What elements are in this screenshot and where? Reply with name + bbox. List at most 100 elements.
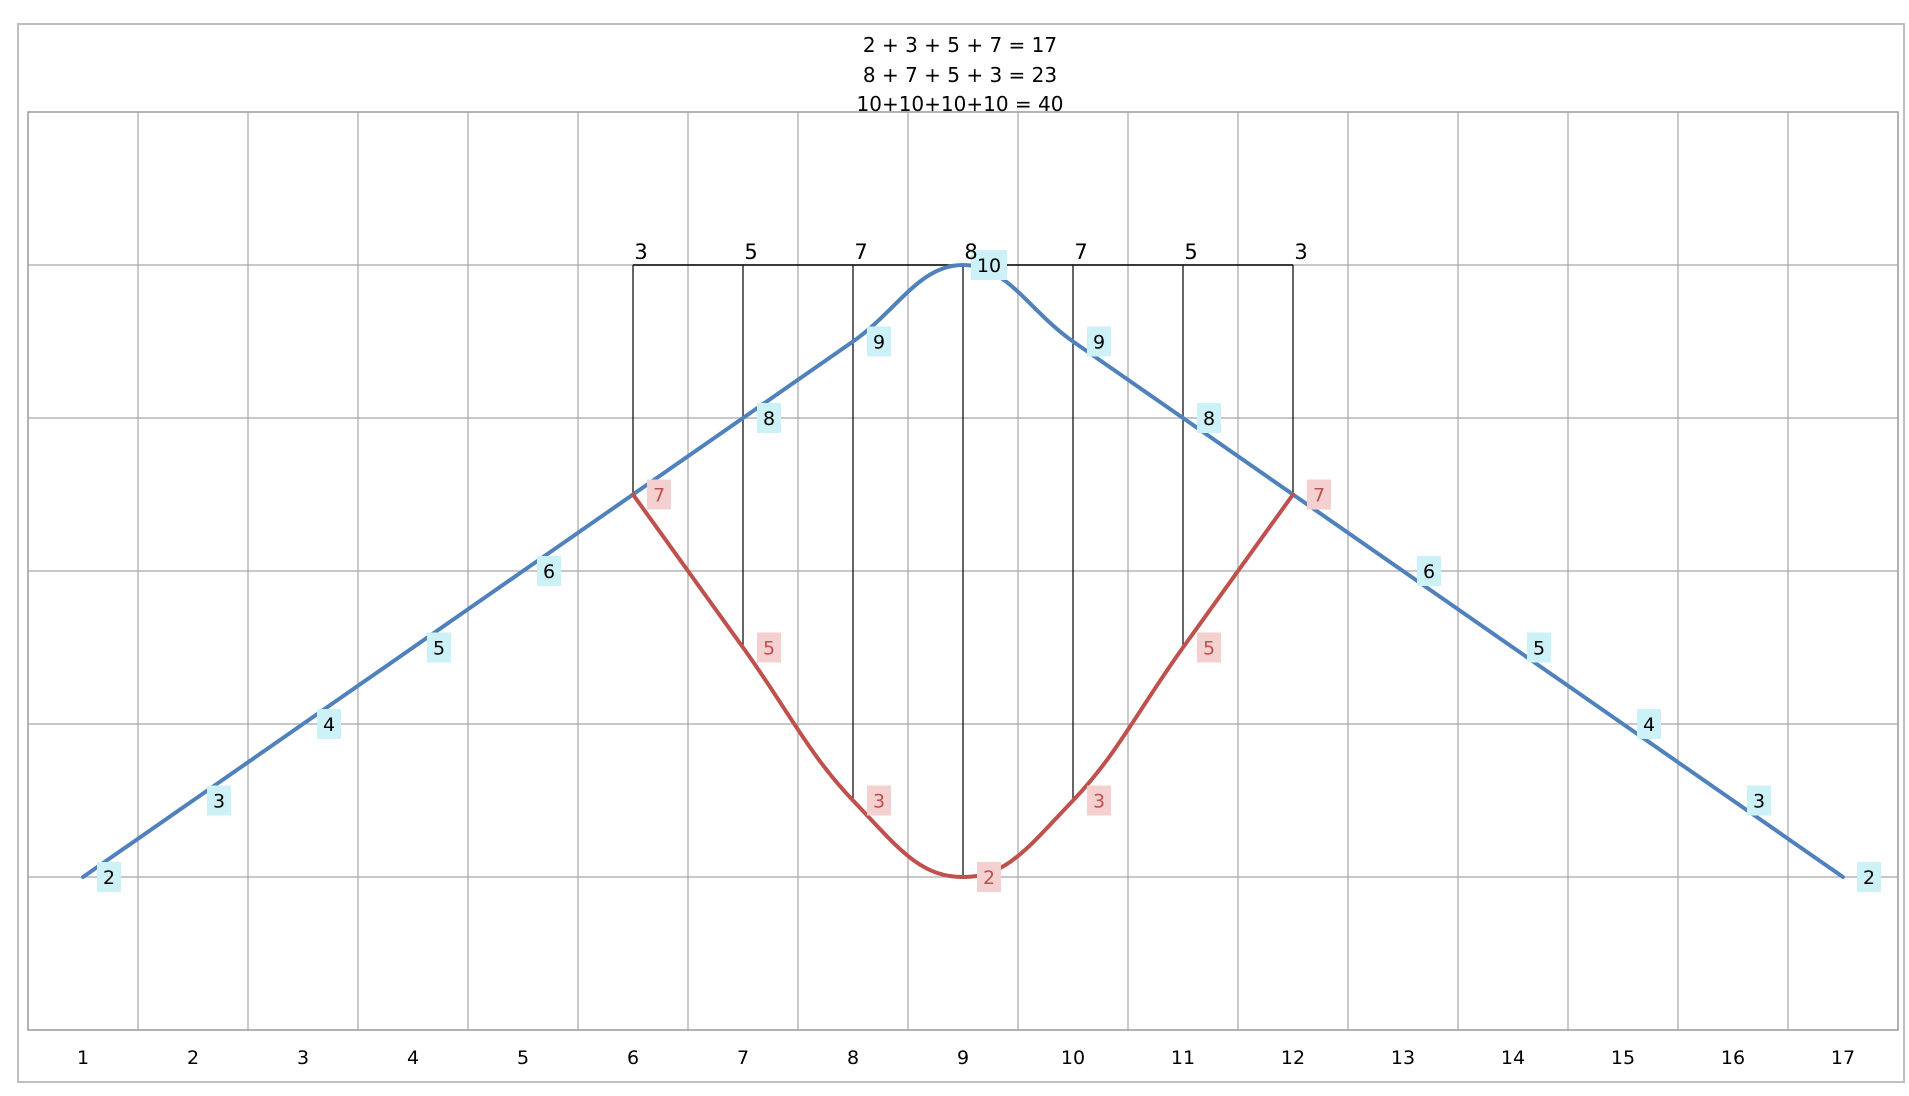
- data-label-bg: [1087, 785, 1111, 816]
- chart-title: 2 + 3 + 5 + 7 = 17 8 + 7 + 5 + 3 = 23 10…: [857, 33, 1064, 116]
- data-label-text: 8: [763, 408, 775, 430]
- data-label-text: 3: [873, 791, 885, 813]
- data-label-text: 9: [1093, 332, 1105, 354]
- data-label: 9: [867, 326, 891, 357]
- x-tick-label: 12: [1281, 1047, 1305, 1069]
- data-label-bg: [1747, 785, 1771, 816]
- data-label-bg: [757, 632, 781, 663]
- data-label-text: 8: [1203, 408, 1215, 430]
- data-label: 5: [757, 632, 781, 663]
- data-label-bg: [977, 862, 1001, 892]
- top-bar-label: 7: [854, 240, 867, 264]
- data-label-bg: [1637, 709, 1661, 739]
- x-axis-ticks: 1 2 3 4 5 6 7 8 9 10 11 12 13 14 15 16 17: [77, 1047, 1855, 1069]
- data-label-bg: [647, 479, 671, 510]
- x-tick-label: 6: [627, 1047, 639, 1069]
- data-label-text: 2: [983, 867, 995, 889]
- data-label-text: 7: [1313, 485, 1325, 507]
- data-label-text: 3: [1753, 791, 1765, 813]
- data-label-bg: [757, 403, 781, 433]
- data-label-text: 5: [433, 638, 445, 660]
- data-label-bg: [1527, 632, 1551, 663]
- data-label: 5: [427, 632, 451, 663]
- data-label-text: 2: [1863, 867, 1875, 889]
- data-label-bg: [1417, 556, 1441, 586]
- x-tick-label: 8: [847, 1047, 859, 1069]
- data-label-text: 3: [1093, 791, 1105, 813]
- top-bar-droplines: [632, 264, 1294, 877]
- title-line-1: 2 + 3 + 5 + 7 = 17: [863, 33, 1057, 57]
- data-label-text: 10: [977, 255, 1001, 277]
- data-label-text: 7: [653, 485, 665, 507]
- data-label: 3: [1747, 785, 1771, 816]
- data-label: 2: [977, 862, 1001, 892]
- data-label: 7: [1307, 479, 1331, 510]
- x-tick-label: 9: [957, 1047, 969, 1069]
- data-label-text: 5: [1533, 638, 1545, 660]
- x-tick-label: 16: [1721, 1047, 1745, 1069]
- series-line-1: [81, 263, 1845, 879]
- data-label-text: 2: [103, 867, 115, 889]
- data-label: 4: [317, 709, 341, 739]
- data-label-bg: [1857, 862, 1881, 892]
- data-label-bg: [1197, 403, 1221, 433]
- x-tick-label: 2: [187, 1047, 199, 1069]
- chart-frame: [17, 23, 1905, 1083]
- x-tick-label: 13: [1391, 1047, 1415, 1069]
- data-label: 8: [757, 403, 781, 433]
- top-bar-label: 7: [1074, 240, 1087, 264]
- x-tick-label: 4: [407, 1047, 419, 1069]
- x-tick-label: 1: [77, 1047, 89, 1069]
- x-tick-label: 17: [1831, 1047, 1855, 1069]
- data-label-bg: [867, 785, 891, 816]
- x-tick-label: 3: [297, 1047, 309, 1069]
- data-label-text: 5: [1203, 638, 1215, 660]
- data-label: 4: [1637, 709, 1661, 739]
- data-label: 3: [1087, 785, 1111, 816]
- data-label-bg: [97, 862, 121, 892]
- data-label: 8: [1197, 403, 1221, 433]
- data-label: 9: [1087, 326, 1111, 357]
- data-label-text: 3: [213, 791, 225, 813]
- x-tick-label: 14: [1501, 1047, 1525, 1069]
- top-bar-labels: 3 5 7 8 7 5 3: [634, 240, 1307, 264]
- top-bar-label: 5: [1184, 240, 1197, 264]
- data-label: 6: [537, 556, 561, 586]
- data-label: 10: [971, 250, 1007, 280]
- top-bar-label: 8: [964, 240, 977, 264]
- x-tick-label: 10: [1061, 1047, 1085, 1069]
- top-bar-label: 5: [744, 240, 757, 264]
- data-label-text: 6: [543, 561, 555, 583]
- data-label-text: 9: [873, 332, 885, 354]
- data-label: 3: [207, 785, 231, 816]
- top-bar-label: 3: [634, 240, 647, 264]
- data-label-bg: [427, 632, 451, 663]
- data-label: 2: [1857, 862, 1881, 892]
- data-label-bg: [1197, 632, 1221, 663]
- data-label-bg: [1087, 326, 1111, 357]
- x-tick-label: 11: [1171, 1047, 1195, 1069]
- series-group: 2345678910987654327532357: [81, 250, 1881, 892]
- data-label-bg: [867, 326, 891, 357]
- x-tick-label: 7: [737, 1047, 749, 1069]
- title-line-2: 8 + 7 + 5 + 3 = 23: [863, 63, 1057, 87]
- data-label-text: 4: [1643, 714, 1655, 736]
- data-label-text: 6: [1423, 561, 1435, 583]
- data-label-bg: [207, 785, 231, 816]
- data-label: 6: [1417, 556, 1441, 586]
- x-tick-label: 5: [517, 1047, 529, 1069]
- data-label: 5: [1197, 632, 1221, 663]
- data-label-bg: [971, 250, 1007, 280]
- data-label-text: 4: [323, 714, 335, 736]
- top-bar-label: 3: [1294, 240, 1307, 264]
- data-label-text: 5: [763, 638, 775, 660]
- data-label: 5: [1527, 632, 1551, 663]
- data-label: 3: [867, 785, 891, 816]
- data-label-bg: [1307, 479, 1331, 510]
- data-label-bg: [317, 709, 341, 739]
- series-line-2: [631, 492, 1295, 879]
- data-label-bg: [537, 556, 561, 586]
- data-label: 7: [647, 479, 671, 510]
- x-tick-label: 15: [1611, 1047, 1635, 1069]
